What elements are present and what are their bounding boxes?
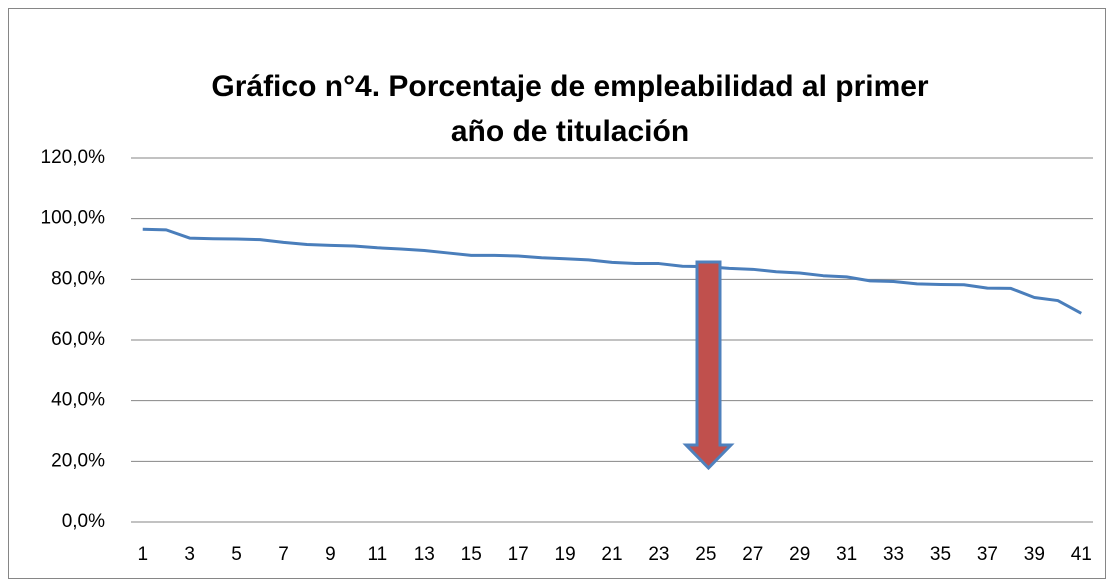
- x-tick-label: 35: [930, 544, 951, 565]
- x-tick-label: 27: [742, 544, 763, 565]
- x-tick-label: 17: [508, 544, 529, 565]
- x-tick-label: 39: [1024, 544, 1045, 565]
- x-tick-label: 31: [836, 544, 857, 565]
- x-tick-label: 41: [1071, 544, 1092, 565]
- x-tick-label: 15: [461, 544, 482, 565]
- y-tick-label: 40,0%: [51, 390, 105, 411]
- y-tick-label: 0,0%: [62, 511, 105, 532]
- plot: 0,0%20,0%40,0%60,0%80,0%100,0%120,0%1 3 5 7…: [41, 147, 1093, 565]
- y-tick-label: 100,0%: [41, 208, 106, 229]
- y-tick-label: 120,0%: [41, 147, 106, 168]
- x-tick-label: 23: [648, 544, 669, 565]
- down-arrow: [682, 260, 735, 471]
- x-tick-label: 1: [137, 544, 148, 565]
- x-tick-label: 33: [883, 544, 904, 565]
- chart-title: Gráfico n°4. Porcentaje de empleabilidad…: [211, 70, 929, 148]
- x-tick-label: 29: [789, 544, 810, 565]
- x-tick-label: 37: [977, 544, 998, 565]
- y-tick-label: 60,0%: [51, 329, 105, 350]
- x-tick-label: 11: [367, 544, 387, 565]
- x-tick-label: 25: [695, 544, 716, 565]
- data-line: [142, 227, 1082, 315]
- chart-frame: [8, 8, 1106, 579]
- x-tick-label: 13: [414, 544, 435, 565]
- x-tick-label: 5: [231, 544, 242, 565]
- y-tick-label: 80,0%: [51, 268, 105, 289]
- x-tick-label: 7: [278, 544, 289, 565]
- x-tick-label: 9: [325, 544, 336, 565]
- x-tick-label: 21: [601, 544, 622, 565]
- arrow: [682, 260, 735, 471]
- x-tick-label: 3: [184, 544, 195, 565]
- y-tick-label: 20,0%: [51, 450, 105, 471]
- x-tick-label: 19: [555, 544, 576, 565]
